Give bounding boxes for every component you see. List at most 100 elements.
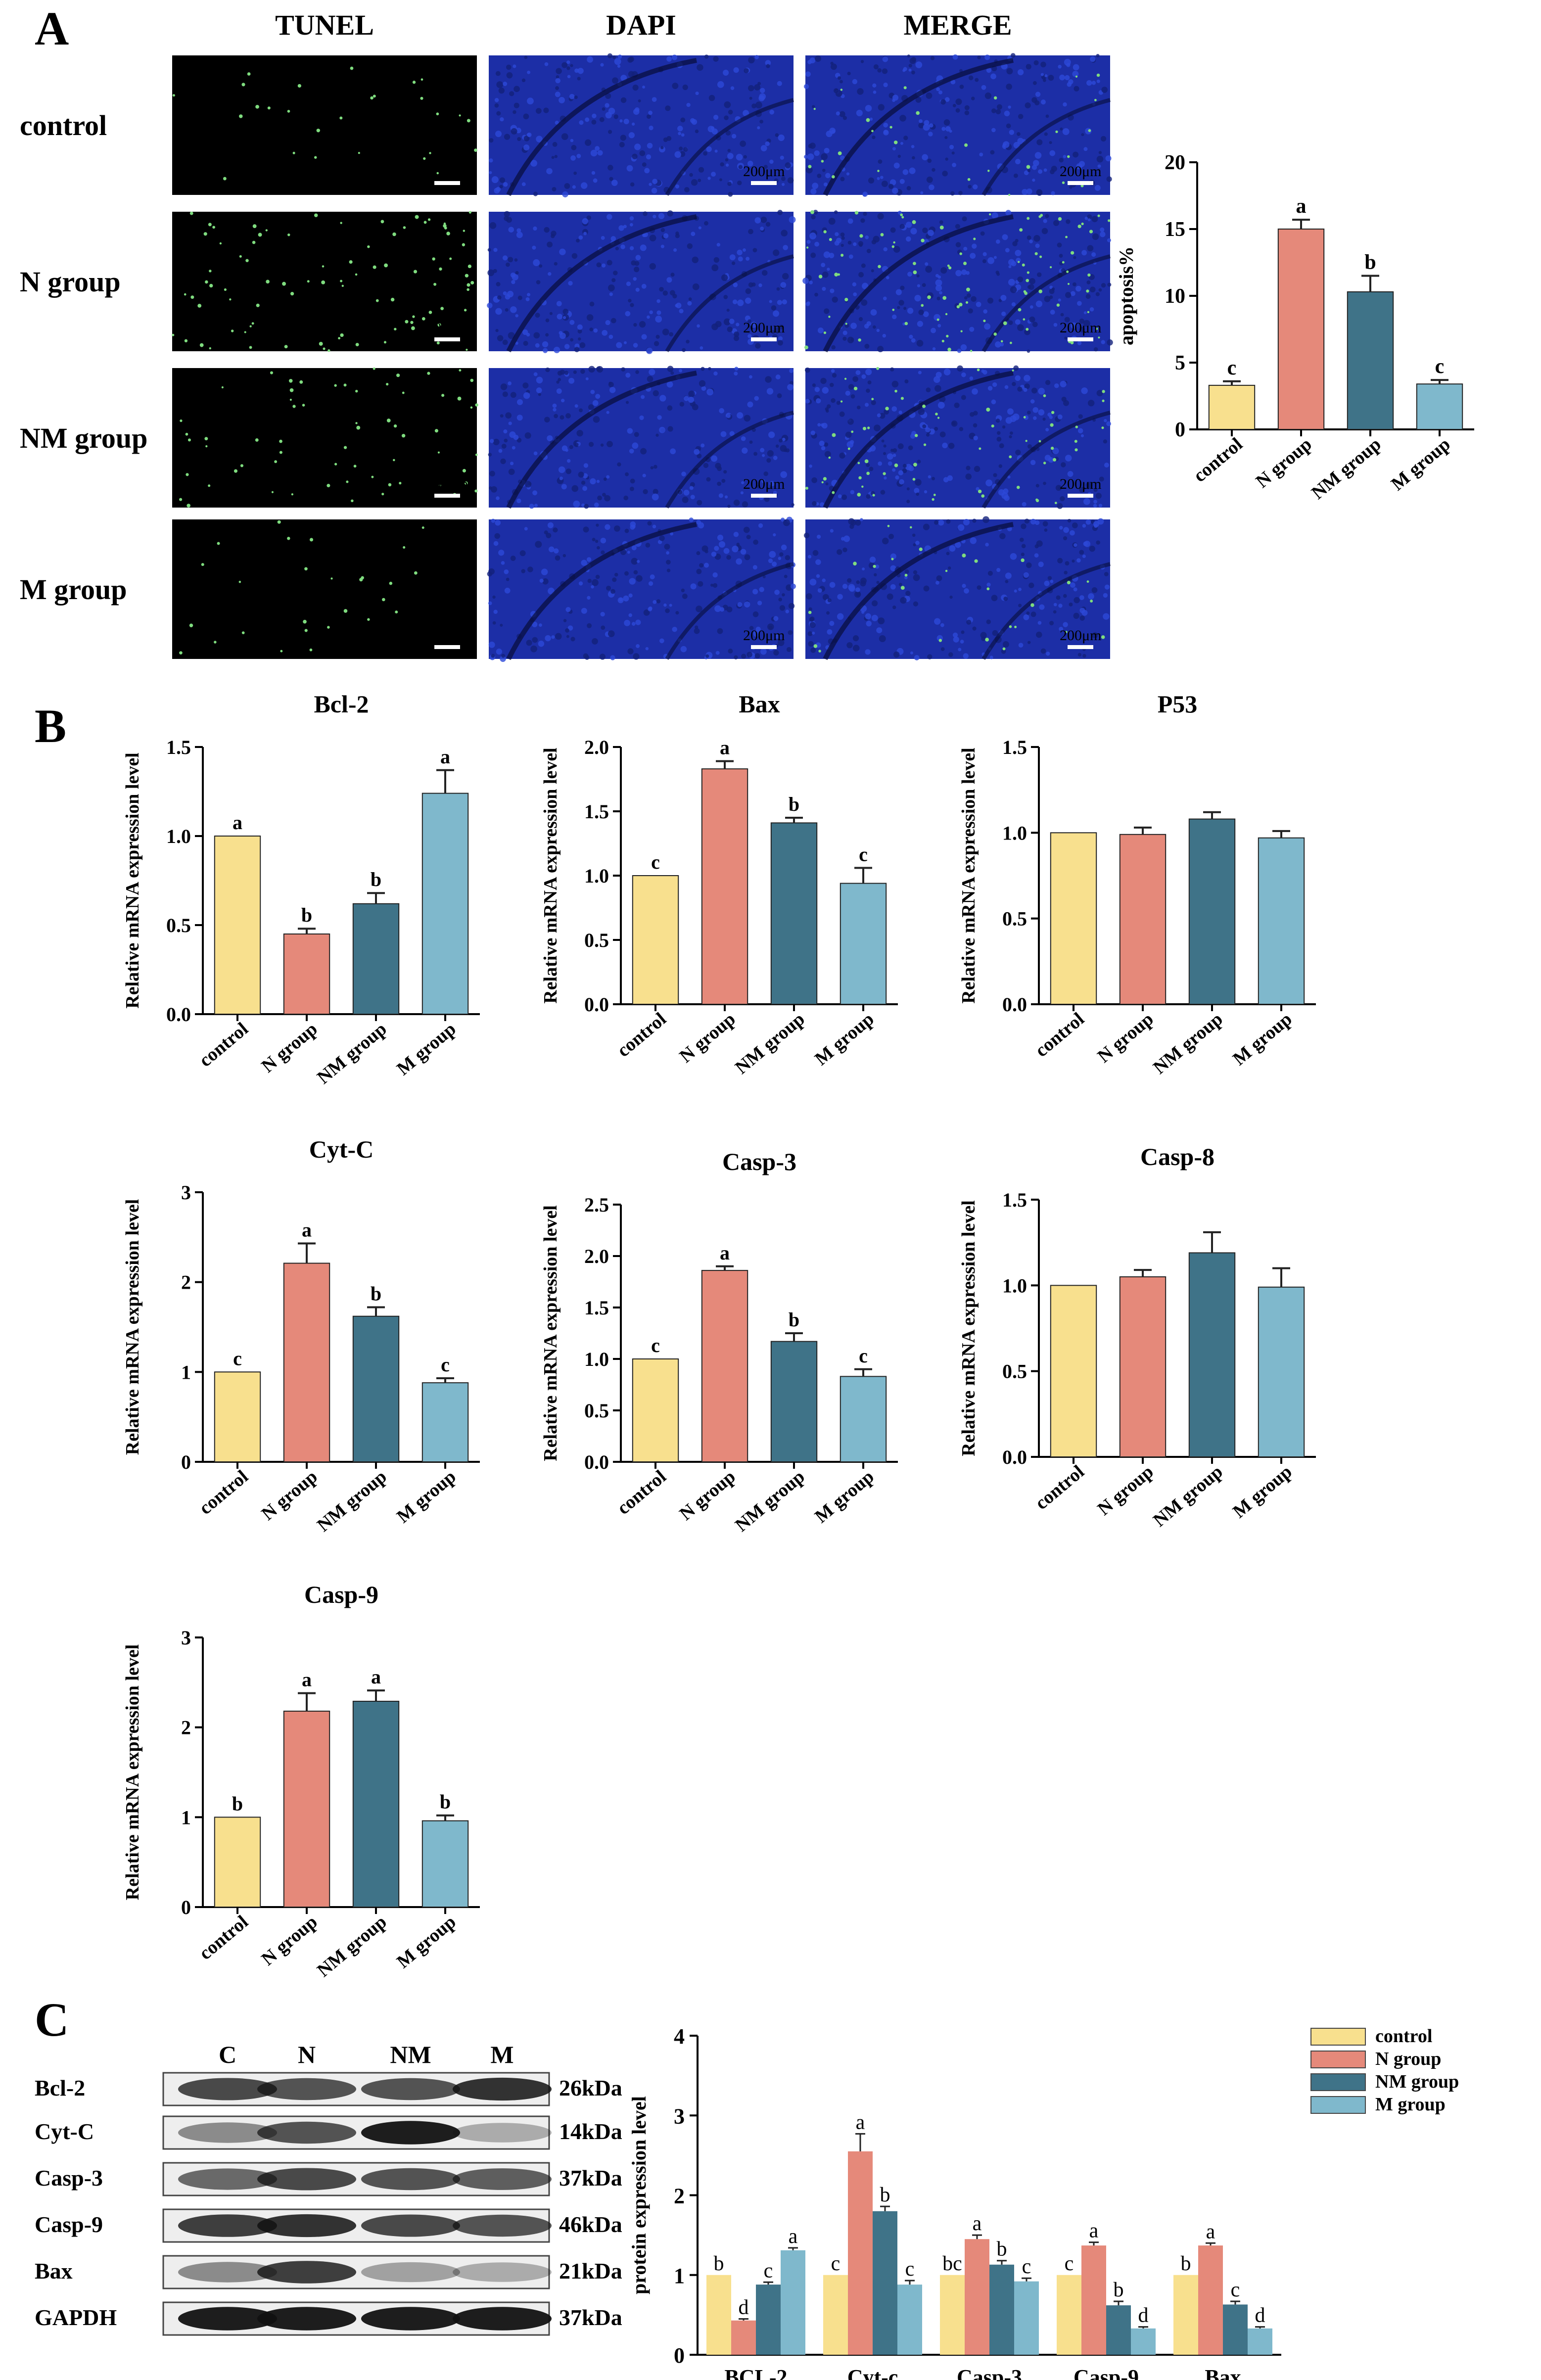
significance-letter: a [1296, 195, 1307, 218]
nucleus-dot [521, 78, 526, 83]
nucleus-dot [628, 613, 632, 617]
scale-bar-label: 200μm [1060, 163, 1101, 180]
significance-letter: a [302, 1219, 312, 1241]
tunel-dot [467, 119, 470, 123]
nucleus-dot [658, 213, 665, 219]
nucleus-dot [902, 169, 909, 175]
nucleus-dot [689, 486, 694, 490]
nucleus-dot [555, 86, 559, 90]
nucleus-dot [607, 214, 612, 220]
nucleus-dot [1029, 316, 1035, 323]
nucleus-dot [555, 121, 559, 125]
nucleus-dot [612, 77, 618, 84]
nucleus-dot [649, 310, 653, 315]
significance-letter: a [440, 746, 450, 768]
nucleus-dot [939, 220, 943, 225]
tunel-dot [963, 261, 967, 265]
nucleus-dot [1025, 102, 1031, 109]
nucleus-dot [1026, 188, 1032, 194]
nucleus-dot [524, 55, 528, 59]
x-tick-label: N group [258, 1466, 322, 1525]
nucleus-dot [635, 619, 641, 625]
nucleus-dot [515, 314, 518, 318]
tunel-dot [334, 384, 337, 387]
nucleus-dot [548, 546, 555, 553]
nucleus-dot [650, 466, 654, 469]
tunel-dot [340, 333, 344, 337]
nucleus-dot [767, 450, 774, 457]
nucleus-dot [1082, 555, 1086, 559]
nucleus-dot [915, 96, 922, 103]
tunel-dot [948, 266, 952, 270]
nucleus-dot [1087, 400, 1095, 407]
nucleus-dot [743, 155, 747, 159]
nucleus-dot [768, 559, 773, 563]
y-tick-label: 4 [674, 2024, 685, 2049]
y-tick-label: 1.0 [584, 865, 609, 887]
nucleus-dot [493, 269, 497, 273]
nucleus-dot [718, 493, 723, 498]
nucleus-dot [555, 633, 562, 640]
nucleus-dot [508, 421, 512, 425]
tunel-dot [1027, 271, 1029, 274]
tunel-dot [271, 491, 274, 493]
nucleus-dot [1083, 541, 1088, 546]
y-tick-label: 10 [1165, 285, 1185, 308]
micrograph-column-label: MERGE [903, 9, 1012, 41]
nucleus-dot [964, 105, 970, 110]
nucleus-dot [935, 581, 939, 585]
nucleus-dot [538, 641, 545, 647]
nucleus-dot [869, 117, 873, 121]
tunel-dot [921, 304, 924, 307]
nucleus-dot [666, 136, 672, 141]
nucleus-dot [1005, 572, 1012, 579]
nucleus-dot [601, 625, 606, 630]
nucleus-dot [1063, 536, 1068, 541]
nucleus-dot [697, 500, 702, 506]
nucleus-dot [862, 282, 869, 289]
nucleus-dot [948, 442, 955, 449]
nucleus-dot [524, 432, 531, 439]
tunel-dot [900, 586, 905, 590]
nucleus-dot [909, 167, 916, 174]
nucleus-dot [1005, 248, 1010, 253]
nucleus-dot [765, 141, 770, 146]
tunel-dot [412, 315, 415, 318]
bar [897, 2285, 922, 2355]
nucleus-dot [897, 306, 900, 309]
nucleus-dot [546, 168, 553, 175]
nucleus-dot [913, 574, 920, 581]
tunel-dot [309, 648, 313, 652]
tunel-dot [854, 211, 859, 215]
nucleus-dot [648, 581, 654, 586]
nucleus-dot [512, 446, 515, 450]
nucleus-dot [675, 304, 678, 308]
nucleus-dot [698, 167, 704, 173]
nucleus-dot [1023, 572, 1029, 578]
tunel-dot [462, 468, 466, 473]
tunel-dot [314, 156, 317, 159]
nucleus-dot [1065, 75, 1070, 81]
nucleus-dot [1045, 427, 1049, 432]
nucleus-dot [1074, 86, 1079, 92]
nucleus-dot [822, 387, 829, 394]
nucleus-dot [599, 117, 605, 122]
tunel-dot [872, 494, 875, 497]
nucleus-dot [850, 520, 856, 526]
scale-bar [1068, 337, 1093, 341]
nucleus-dot [609, 292, 613, 296]
nucleus-dot [1017, 276, 1024, 282]
tunel-dot [866, 118, 870, 122]
nucleus-dot [635, 107, 640, 112]
tunel-dot [1101, 635, 1105, 639]
nucleus-dot [643, 211, 648, 216]
nucleus-dot [873, 235, 880, 243]
nucleus-dot [852, 282, 857, 287]
nucleus-dot [614, 572, 618, 577]
nucleus-dot [970, 412, 975, 417]
y-tick-label: 0.0 [584, 993, 609, 1016]
nucleus-dot [860, 518, 863, 521]
nucleus-dot [536, 387, 542, 393]
nucleus-dot [1018, 604, 1022, 607]
legend-swatch [1310, 2028, 1366, 2046]
